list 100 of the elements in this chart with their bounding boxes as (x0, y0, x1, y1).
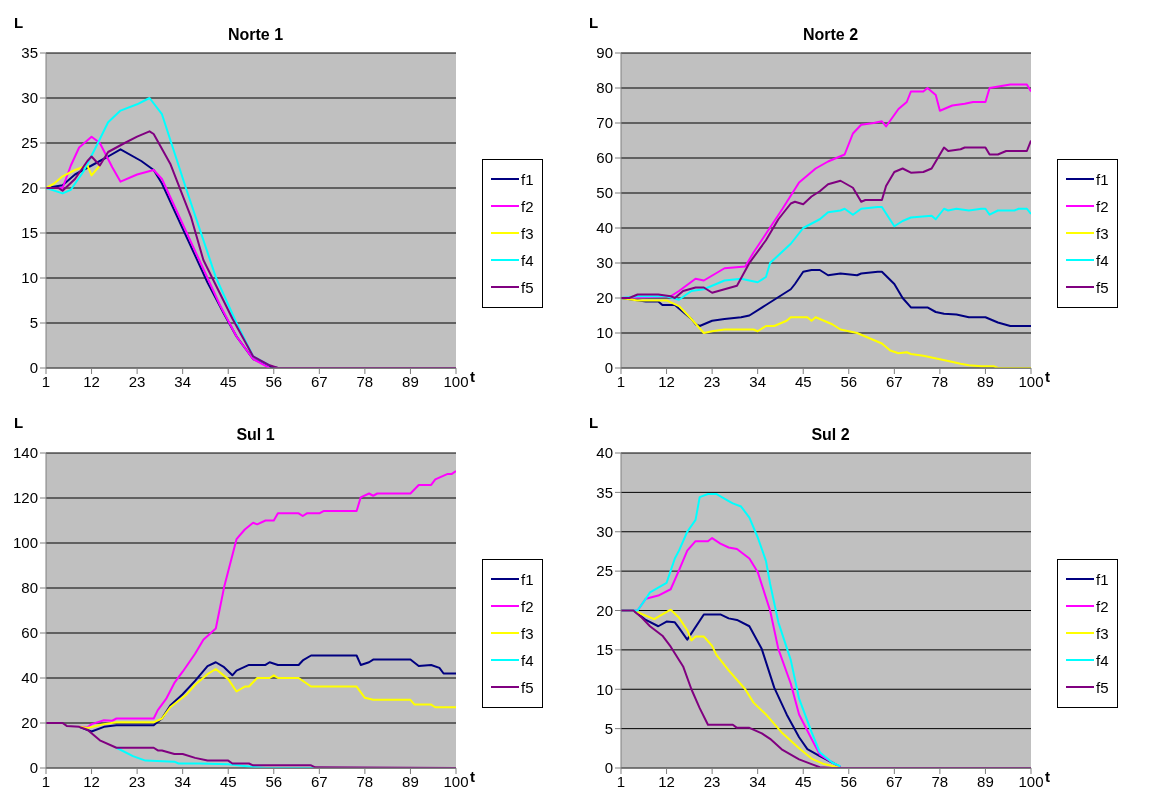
legend-label: f2 (1096, 597, 1109, 615)
line-series (46, 164, 101, 189)
line-series (78, 668, 456, 729)
legend-label: f1 (1096, 170, 1109, 188)
y-tick-label: 90 (596, 44, 613, 62)
x-tick-label: 67 (310, 772, 328, 790)
y-tick-label: 40 (21, 669, 38, 687)
y-tick-label: 40 (596, 444, 613, 462)
chart-title: Norte 1 (226, 26, 285, 44)
x-axis-title: t (1045, 368, 1050, 385)
y-tick-label: 140 (12, 444, 38, 462)
x-tick-label: 23 (703, 772, 721, 790)
x-tick-label: 12 (658, 772, 675, 790)
legend-label: f5 (521, 678, 534, 696)
legend-label: f4 (521, 651, 534, 669)
y-tick-label: 50 (596, 184, 613, 202)
y-tick-label: 80 (21, 579, 38, 597)
legend-label: f2 (521, 197, 534, 215)
x-tick-label: 23 (128, 772, 146, 790)
y-tick-label: 5 (604, 719, 613, 737)
x-tick-label: 34 (174, 772, 192, 790)
legend-label: f5 (1096, 278, 1109, 296)
y-tick-label: 10 (596, 680, 613, 698)
x-tick-label: 45 (794, 372, 812, 390)
y-tick-label: 0 (604, 359, 613, 377)
x-axis-title: t (470, 368, 475, 385)
x-tick-label: 100 (1018, 372, 1044, 390)
x-tick-label: 78 (931, 772, 949, 790)
y-tick-label: 60 (21, 624, 38, 642)
y-tick-label: 20 (21, 179, 38, 197)
x-tick-label: 23 (703, 372, 721, 390)
x-tick-label: 1 (616, 772, 626, 790)
x-tick-label: 12 (83, 372, 100, 390)
legend-label: f1 (1096, 570, 1109, 588)
y-tick-label: 25 (21, 134, 38, 152)
legend-label: f2 (1096, 197, 1109, 215)
legend-label: f5 (1096, 678, 1109, 696)
x-tick-label: 56 (840, 372, 858, 390)
x-tick-label: 12 (658, 372, 675, 390)
x-tick-label: 45 (219, 372, 237, 390)
x-tick-label: 67 (885, 372, 903, 390)
x-tick-label: 56 (265, 372, 283, 390)
y-tick-label: 30 (596, 523, 613, 541)
y-tick-label: 10 (21, 269, 38, 287)
legend-label: f4 (1096, 251, 1109, 269)
y-tick-label: 30 (21, 89, 38, 107)
y-tick-label: 15 (21, 224, 38, 242)
x-tick-label: 34 (174, 372, 192, 390)
x-tick-label: 12 (83, 772, 100, 790)
y-tick-label: 0 (604, 759, 613, 777)
x-tick-label: 1 (41, 772, 51, 790)
x-tick-label: 67 (885, 772, 903, 790)
x-tick-label: 100 (443, 772, 469, 790)
x-tick-label: 78 (356, 772, 374, 790)
x-tick-label: 34 (749, 772, 767, 790)
y-tick-label: 60 (596, 149, 613, 167)
y-tick-label: 0 (29, 759, 38, 777)
y-tick-label: 40 (596, 219, 613, 237)
y-tick-label: 35 (596, 483, 613, 501)
y-tick-label: 120 (12, 489, 38, 507)
legend-label: f3 (521, 624, 534, 642)
x-tick-label: 100 (1018, 772, 1044, 790)
y-axis-title: L (589, 14, 599, 31)
legend-label: f1 (521, 570, 534, 588)
x-tick-label: 89 (402, 772, 419, 790)
x-tick-label: 89 (977, 772, 994, 790)
y-axis-title: L (14, 414, 24, 431)
y-tick-label: 0 (29, 359, 38, 377)
y-tick-label: 30 (596, 254, 613, 272)
y-tick-label: 20 (596, 289, 613, 307)
x-tick-label: 1 (41, 372, 51, 390)
x-tick-label: 78 (931, 372, 949, 390)
x-tick-label: 100 (443, 372, 469, 390)
y-tick-label: 5 (29, 314, 38, 332)
legend-label: f3 (1096, 224, 1109, 242)
x-tick-label: 45 (794, 772, 812, 790)
y-tick-label: 10 (596, 324, 613, 342)
legend-label: f4 (521, 251, 534, 269)
chart-title: Sul 2 (810, 426, 851, 444)
y-tick-label: 20 (596, 601, 613, 619)
x-tick-label: 56 (840, 772, 858, 790)
line-series (621, 139, 1031, 299)
y-tick-label: 35 (21, 44, 38, 62)
y-tick-label: 80 (596, 79, 613, 97)
x-tick-label: 89 (977, 372, 994, 390)
legend-label: f2 (521, 597, 534, 615)
legend-label: f5 (521, 278, 534, 296)
x-tick-label: 45 (219, 772, 237, 790)
x-tick-label: 23 (128, 372, 146, 390)
y-axis-title: L (589, 414, 599, 431)
legend-label: f3 (1096, 624, 1109, 642)
legend-label: f1 (521, 170, 534, 188)
legend-label: f3 (521, 224, 534, 242)
x-tick-label: 67 (310, 372, 328, 390)
x-tick-label: 89 (402, 372, 419, 390)
y-tick-label: 70 (596, 114, 613, 132)
x-axis-title: t (1045, 768, 1050, 785)
x-axis-title: t (470, 768, 475, 785)
y-tick-label: 15 (596, 641, 613, 659)
x-tick-label: 34 (749, 372, 767, 390)
